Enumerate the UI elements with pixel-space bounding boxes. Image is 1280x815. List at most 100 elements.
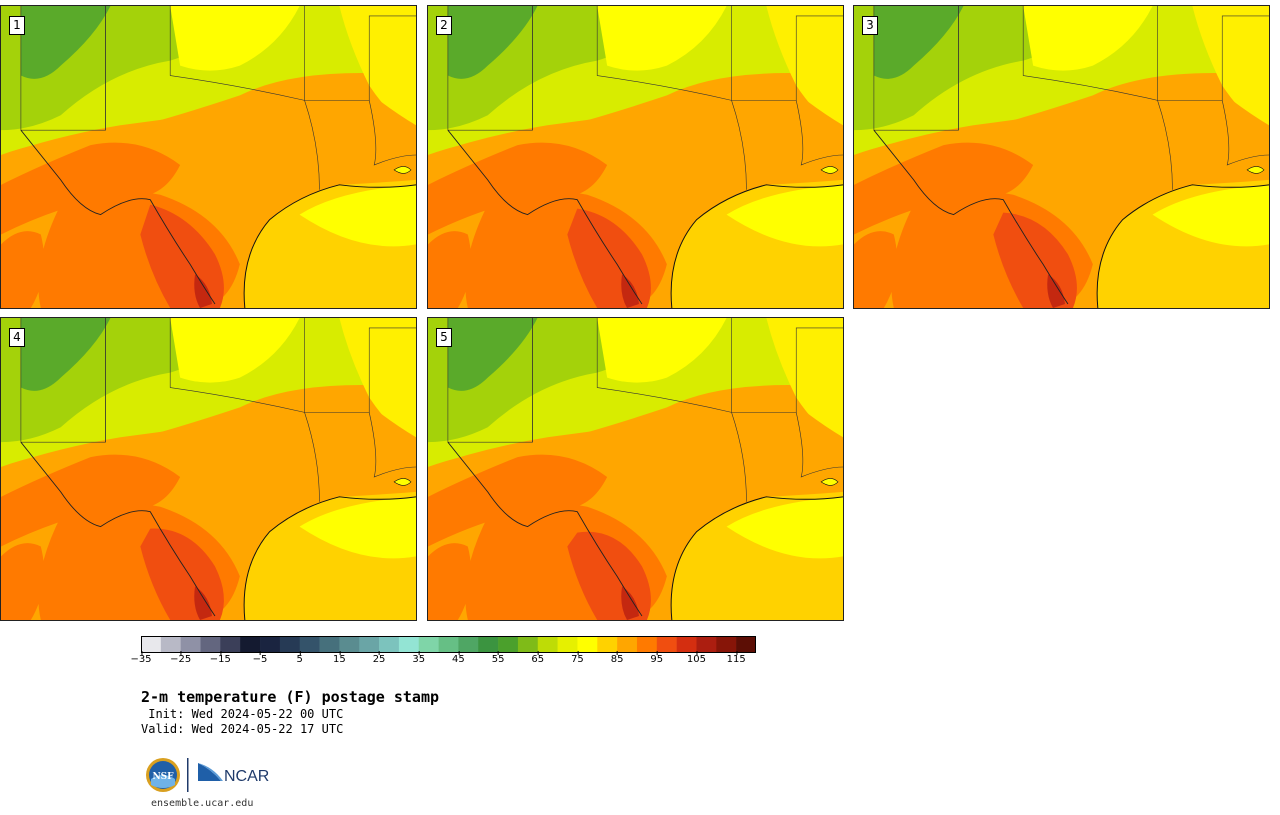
temperature-region <box>854 142 1034 235</box>
boundary-line <box>304 327 416 413</box>
temperature-region <box>194 586 212 620</box>
temperature-region <box>597 6 727 71</box>
temperature-region <box>447 6 538 79</box>
colorbar-swatch <box>359 636 380 653</box>
colorbar-tick-label: 15 <box>333 651 346 665</box>
boundary-line <box>1096 184 1269 308</box>
boundary-line <box>20 441 216 617</box>
temperature-region <box>1 142 181 235</box>
temperature-region <box>1023 6 1153 71</box>
colorbar-swatch <box>279 636 301 653</box>
product-title: 2-m temperature (F) postage stamp <box>141 688 440 706</box>
colorbar-tick-label: −5 <box>252 651 268 665</box>
colorbar-tick-label: −15 <box>209 651 231 665</box>
boundary-line <box>596 6 732 101</box>
boundary-line <box>731 327 843 413</box>
colorbar-swatch <box>478 636 499 653</box>
temperature-region <box>428 543 472 620</box>
temperature-region <box>1047 274 1065 308</box>
temperature-region <box>170 6 300 71</box>
boundary-line <box>1157 100 1173 190</box>
temperature-region <box>170 318 300 383</box>
boundary-line <box>368 412 416 478</box>
boundary-line <box>304 412 320 502</box>
boundary-line <box>243 184 416 308</box>
member-number-label: 2 <box>436 16 452 35</box>
boundary-line <box>1221 100 1269 166</box>
nsf-logo-text: NSF <box>152 772 174 782</box>
temperature-region <box>820 166 839 174</box>
temperature-map <box>428 6 843 308</box>
colorbar-swatch <box>458 636 479 653</box>
temperature-region <box>393 478 412 486</box>
temperature-region <box>339 6 416 136</box>
colorbar-swatch <box>160 636 181 653</box>
temperature-region <box>194 274 212 308</box>
boundary-line <box>304 15 416 101</box>
temperature-region <box>1192 6 1269 136</box>
colorbar-tick-label: 25 <box>372 651 386 665</box>
boundary-line <box>670 496 843 620</box>
temperature-region <box>621 274 639 308</box>
ncar-logo-text: NCAR <box>224 768 269 785</box>
temperature-map <box>854 6 1269 308</box>
colorbar-swatch <box>379 636 400 653</box>
stamp-panel-4: 4 <box>0 317 417 621</box>
boundary-line <box>169 6 305 101</box>
temperature-map <box>428 318 843 620</box>
colorbar-swatch <box>736 636 756 653</box>
colorbar-tick-label: 45 <box>452 651 465 665</box>
colorbar-swatch <box>141 636 162 653</box>
colorbar-tick-label: 75 <box>571 651 584 665</box>
colorbar-swatch <box>180 636 201 653</box>
colorbar-swatch <box>418 636 439 653</box>
colorbar-swatch <box>339 636 360 653</box>
temperature-region <box>20 6 111 79</box>
colorbar-tick-label: 65 <box>531 651 545 665</box>
colorbar-swatch <box>557 636 578 653</box>
colorbar <box>141 636 756 654</box>
boundary-line <box>447 441 643 617</box>
boundary-line <box>243 496 416 620</box>
colorbar-swatch <box>498 636 519 653</box>
temperature-region <box>339 318 416 448</box>
colorbar-tick-label: 105 <box>686 651 707 665</box>
boundary-line <box>731 100 747 190</box>
boundary-line <box>731 412 747 502</box>
temperature-region <box>1 543 45 620</box>
temperature-map <box>1 318 416 620</box>
colorbar-swatch <box>319 636 340 653</box>
colorbar-swatch <box>517 636 539 653</box>
boundary-line <box>873 129 1069 305</box>
stamp-panel-1: 1 <box>0 5 417 309</box>
colorbar-swatch <box>636 636 658 653</box>
colorbar-swatch <box>656 636 677 653</box>
colorbar-swatch <box>597 636 618 653</box>
temperature-region <box>766 6 843 136</box>
boundary-line <box>447 129 643 305</box>
boundary-line <box>670 184 843 308</box>
temperature-region <box>726 496 843 559</box>
logos: NSF NCAR <box>145 757 275 795</box>
temperature-region <box>428 142 608 235</box>
member-number-label: 5 <box>436 328 452 347</box>
temperature-region <box>428 454 608 547</box>
boundary-line <box>731 15 843 101</box>
temperature-region <box>447 318 538 391</box>
temperature-region <box>20 318 111 391</box>
valid-time: Valid: Wed 2024-05-22 17 UTC <box>141 722 344 736</box>
colorbar-swatch <box>696 636 717 653</box>
boundary-line <box>1157 15 1269 101</box>
colorbar-swatch <box>220 636 241 653</box>
temperature-region <box>428 231 472 308</box>
boundary-line <box>795 100 843 166</box>
colorbar-swatch <box>617 636 638 653</box>
website-url: ensemble.ucar.edu <box>151 798 254 809</box>
colorbar-tick-label: 85 <box>610 651 624 665</box>
temperature-region <box>1246 166 1265 174</box>
colorbar-tick-label: −35 <box>130 651 152 665</box>
colorbar-swatch <box>716 636 737 653</box>
colorbar-tick-label: −25 <box>170 651 192 665</box>
temperature-region <box>621 586 639 620</box>
temperature-region <box>854 231 898 308</box>
